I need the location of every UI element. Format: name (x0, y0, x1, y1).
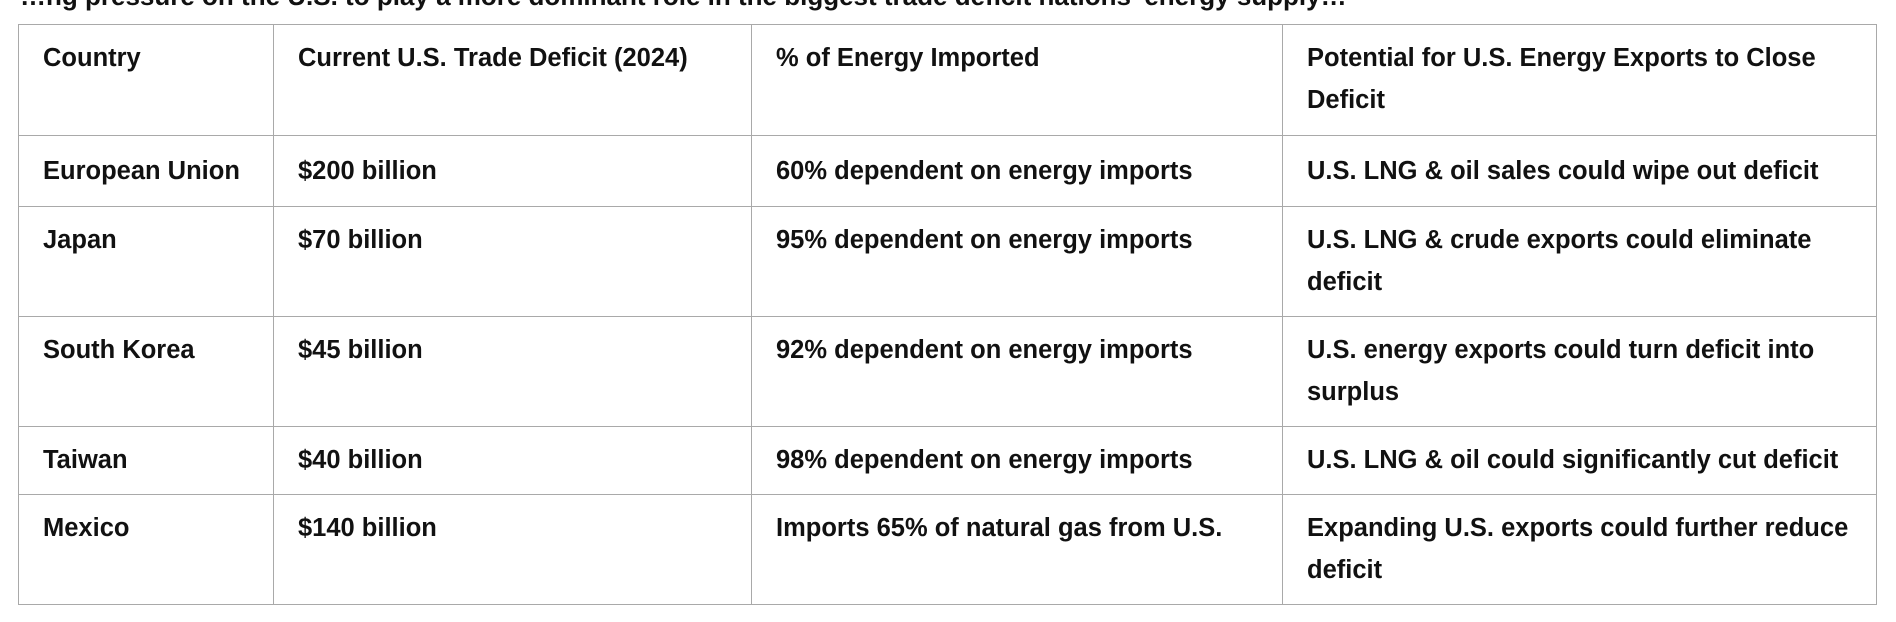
cell-country: Mexico (18, 494, 274, 605)
cell-energy-imported: Imports 65% of natural gas from U.S. (751, 494, 1283, 605)
cell-export-potential: U.S. LNG & oil sales could wipe out defi… (1282, 135, 1877, 207)
cell-trade-deficit: $70 billion (273, 206, 752, 317)
table-row: Taiwan $40 billion 98% dependent on ener… (18, 426, 1877, 495)
cell-trade-deficit: $200 billion (273, 135, 752, 207)
cell-energy-imported: 60% dependent on energy imports (751, 135, 1283, 207)
cell-energy-imported: 95% dependent on energy imports (751, 206, 1283, 317)
cell-export-potential: U.S. LNG & oil could significantly cut d… (1282, 426, 1877, 495)
table-row: European Union $200 billion 60% dependen… (18, 135, 1877, 207)
header-energy-imported: % of Energy Imported (751, 24, 1283, 136)
table-row: Japan $70 billion 95% dependent on energ… (18, 206, 1877, 317)
cell-energy-imported: 92% dependent on energy imports (751, 316, 1283, 427)
cell-export-potential: Expanding U.S. exports could further red… (1282, 494, 1877, 605)
clipped-heading-text: …ng pressure on the U.S. to play a more … (20, 0, 1347, 12)
cell-export-potential: U.S. energy exports could turn deficit i… (1282, 316, 1877, 427)
header-trade-deficit: Current U.S. Trade Deficit (2024) (273, 24, 752, 136)
cell-country: South Korea (18, 316, 274, 427)
table-row: Mexico $140 billion Imports 65% of natur… (18, 494, 1877, 605)
cell-trade-deficit: $45 billion (273, 316, 752, 427)
cell-country: European Union (18, 135, 274, 207)
cell-trade-deficit: $140 billion (273, 494, 752, 605)
table-header-row: Country Current U.S. Trade Deficit (2024… (18, 24, 1877, 136)
trade-deficit-table: Country Current U.S. Trade Deficit (2024… (18, 24, 1877, 605)
cell-energy-imported: 98% dependent on energy imports (751, 426, 1283, 495)
cell-trade-deficit: $40 billion (273, 426, 752, 495)
header-country: Country (18, 24, 274, 136)
cell-export-potential: U.S. LNG & crude exports could eliminate… (1282, 206, 1877, 317)
cell-country: Japan (18, 206, 274, 317)
table-row: South Korea $45 billion 92% dependent on… (18, 316, 1877, 427)
header-export-potential: Potential for U.S. Energy Exports to Clo… (1282, 24, 1877, 136)
cell-country: Taiwan (18, 426, 274, 495)
